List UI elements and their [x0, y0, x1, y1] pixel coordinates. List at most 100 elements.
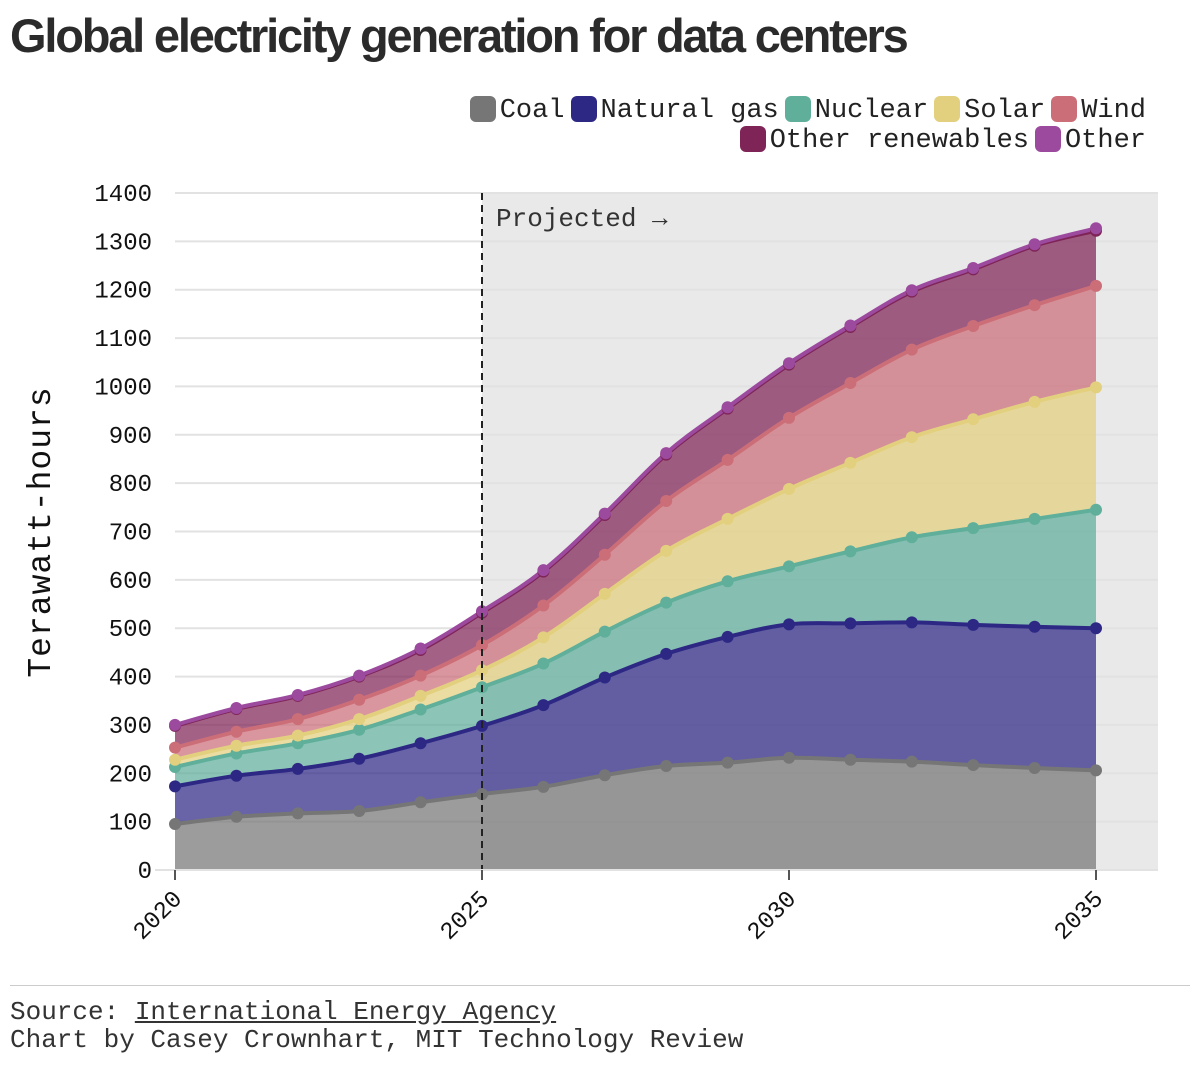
legend-item-natural-gas[interactable]: Natural gas: [570, 96, 779, 126]
point-solar[interactable]: [1028, 395, 1041, 408]
point-nuclear[interactable]: [353, 723, 366, 736]
point-solar[interactable]: [967, 413, 980, 426]
point-solar[interactable]: [169, 753, 181, 766]
point-nuclear[interactable]: [844, 545, 857, 558]
point-nuclear[interactable]: [414, 703, 427, 716]
point-solar[interactable]: [230, 739, 243, 752]
point-natural-gas[interactable]: [1090, 622, 1102, 635]
point-wind[interactable]: [905, 343, 918, 356]
point-natural-gas[interactable]: [721, 630, 734, 643]
legend-item-other[interactable]: Other: [1034, 126, 1146, 156]
point-other[interactable]: [598, 507, 611, 520]
point-solar[interactable]: [414, 689, 427, 702]
point-natural-gas[interactable]: [660, 647, 673, 660]
point-wind[interactable]: [721, 453, 734, 466]
point-solar[interactable]: [844, 456, 857, 469]
point-solar[interactable]: [537, 631, 550, 644]
point-wind[interactable]: [169, 741, 181, 754]
point-solar[interactable]: [598, 587, 611, 600]
point-coal[interactable]: [598, 769, 611, 782]
legend-item-coal[interactable]: Coal: [469, 96, 565, 126]
point-solar[interactable]: [905, 431, 918, 444]
point-nuclear[interactable]: [967, 522, 980, 535]
point-nuclear[interactable]: [660, 596, 673, 609]
point-other[interactable]: [291, 688, 304, 701]
point-wind[interactable]: [537, 599, 550, 612]
point-coal[interactable]: [414, 796, 427, 809]
point-coal[interactable]: [169, 818, 181, 831]
point-nuclear[interactable]: [721, 575, 734, 588]
point-natural-gas[interactable]: [844, 617, 857, 630]
point-wind[interactable]: [844, 377, 857, 390]
point-wind[interactable]: [660, 495, 673, 508]
point-solar[interactable]: [1090, 381, 1102, 394]
source-prefix: Source:: [10, 997, 135, 1027]
source-link[interactable]: International Energy Agency: [134, 997, 557, 1027]
point-solar[interactable]: [721, 512, 734, 525]
point-other[interactable]: [353, 669, 366, 682]
point-natural-gas[interactable]: [230, 769, 243, 782]
point-coal[interactable]: [230, 810, 243, 823]
point-coal[interactable]: [353, 805, 366, 818]
point-natural-gas[interactable]: [169, 780, 181, 793]
point-natural-gas[interactable]: [967, 618, 980, 631]
point-coal[interactable]: [537, 780, 550, 793]
point-other[interactable]: [169, 718, 181, 731]
point-solar[interactable]: [660, 544, 673, 557]
point-other[interactable]: [660, 447, 673, 460]
point-other[interactable]: [537, 564, 550, 577]
point-nuclear[interactable]: [1028, 512, 1041, 525]
point-other[interactable]: [230, 702, 243, 715]
point-wind[interactable]: [476, 639, 488, 652]
point-other[interactable]: [967, 261, 980, 274]
point-natural-gas[interactable]: [537, 699, 550, 712]
point-natural-gas[interactable]: [1028, 620, 1041, 633]
point-wind[interactable]: [353, 693, 366, 706]
point-natural-gas[interactable]: [353, 752, 366, 765]
point-other[interactable]: [414, 642, 427, 655]
point-wind[interactable]: [598, 548, 611, 561]
point-wind[interactable]: [967, 319, 980, 332]
legend-item-nuclear[interactable]: Nuclear: [784, 96, 928, 126]
point-other[interactable]: [1090, 222, 1102, 235]
point-coal[interactable]: [783, 751, 795, 764]
point-other[interactable]: [721, 401, 734, 414]
point-wind[interactable]: [414, 669, 427, 682]
point-natural-gas[interactable]: [905, 616, 918, 629]
point-wind[interactable]: [783, 411, 795, 424]
point-other[interactable]: [905, 284, 918, 297]
point-wind[interactable]: [291, 713, 304, 726]
legend-item-wind[interactable]: Wind: [1051, 96, 1146, 126]
point-other[interactable]: [844, 319, 857, 332]
point-coal[interactable]: [721, 756, 734, 769]
point-coal[interactable]: [1028, 761, 1041, 774]
point-solar[interactable]: [353, 713, 366, 726]
point-coal[interactable]: [905, 755, 918, 768]
point-other[interactable]: [476, 605, 488, 618]
point-nuclear[interactable]: [537, 657, 550, 670]
point-natural-gas[interactable]: [414, 737, 427, 750]
point-coal[interactable]: [660, 760, 673, 773]
point-other[interactable]: [783, 357, 795, 370]
point-other[interactable]: [1028, 238, 1041, 251]
point-solar[interactable]: [783, 482, 795, 495]
point-wind[interactable]: [1090, 279, 1102, 292]
point-solar[interactable]: [291, 729, 304, 742]
point-solar[interactable]: [476, 664, 488, 677]
point-natural-gas[interactable]: [291, 762, 304, 775]
point-natural-gas[interactable]: [598, 671, 611, 684]
legend-item-solar[interactable]: Solar: [934, 96, 1045, 126]
point-nuclear[interactable]: [1090, 503, 1102, 516]
point-nuclear[interactable]: [598, 625, 611, 638]
point-coal[interactable]: [1090, 764, 1102, 777]
point-natural-gas[interactable]: [783, 618, 795, 631]
legend-item-other-renewables[interactable]: Other renewables: [739, 126, 1029, 156]
point-coal[interactable]: [291, 807, 304, 820]
point-wind[interactable]: [1028, 299, 1041, 312]
point-coal[interactable]: [844, 753, 857, 766]
point-coal[interactable]: [967, 759, 980, 772]
point-nuclear[interactable]: [905, 531, 918, 544]
point-nuclear[interactable]: [783, 560, 795, 573]
line-other: [174, 226, 1097, 727]
point-wind[interactable]: [230, 725, 243, 738]
